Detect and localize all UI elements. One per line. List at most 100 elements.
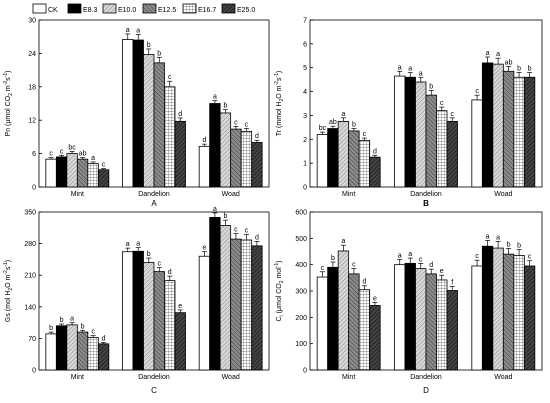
legend-label: E8.3 [83,7,98,14]
y-axis-title-part: ) [5,260,12,262]
category-label: Mint [71,191,84,198]
significance-label: b [352,122,356,129]
bar [513,76,525,188]
significance-label: b [429,83,433,90]
significance-label: b [517,65,521,72]
significance-label: ab [329,119,337,126]
bar [327,128,339,188]
y-axis-title-part: -1 [3,262,9,267]
significance-label: d [373,148,377,155]
significance-label: c [419,256,423,263]
bar [209,103,221,188]
bar-group-dandelion: a a bb c d [122,27,186,188]
significance-label: c [245,228,249,235]
significance-label: d [429,262,433,269]
significance-label: d [102,335,106,342]
significance-label: d [255,234,259,241]
y-tick-label: 18 [28,84,36,91]
significance-label: b [517,243,521,250]
y-tick-label: 140 [24,304,36,311]
category-label: Mint [342,374,355,381]
significance-label: b [49,325,53,332]
bar [369,305,381,371]
bar [523,76,536,188]
bar [492,63,504,188]
significance-label: b [507,241,511,248]
y-tick-label: 300 [295,289,307,296]
bar [394,75,406,188]
significance-label: a [213,94,217,101]
y-tick-label: 4 [303,89,307,96]
bar-group-woad: ca ab bc [471,233,536,371]
bar [492,247,504,371]
bar [132,39,144,188]
significance-label: c [60,148,64,155]
y-tick-label: 7 [303,18,307,25]
significance-label: a [398,252,402,259]
bar [502,70,515,188]
significance-label: ab [79,150,87,157]
y-axis-title-part: 2 [279,99,285,102]
y-axis-title-part: mol [276,267,283,281]
bar [481,62,494,188]
bar [240,239,253,371]
bar [481,245,494,371]
significance-label: c [245,122,249,129]
bar [436,110,448,188]
y-tick-label: 600 [295,210,307,217]
y-tick-label: 2 [303,137,307,144]
significance-label: b [223,213,227,220]
bar [230,238,242,371]
bar [164,86,176,188]
y-tick-label: 100 [295,341,307,348]
y-axis-title: Pn (μmol CO2 m-2s-1) [3,71,14,137]
y-axis-title-part: i [279,315,285,316]
bar [122,39,134,188]
bar [502,253,515,371]
significance-label: a [496,51,500,58]
bar [404,76,416,188]
y-tick-label: 280 [24,241,36,248]
bar [45,333,57,371]
category-label: Mint [71,374,84,381]
y-tick-label: 350 [24,210,36,217]
bar [316,276,329,371]
panel-label: B [423,199,429,208]
y-tick-label: 3 [303,113,307,120]
bar [425,94,437,188]
y-axis-title-part: mol CO [5,95,12,119]
y-tick-label: 30 [28,18,36,25]
y-axis-title: Ci (μmol CO2 mol-1) [274,260,285,321]
significance-label: e [178,303,182,310]
significance-label: b [528,65,532,72]
bar [76,331,89,371]
category-label: Woad [494,374,512,381]
y-axis-title-part: μ [5,120,12,124]
significance-label: d [362,279,366,286]
significance-label: c [49,150,53,157]
bar [153,271,165,371]
bar [219,225,232,371]
y-axis-title-part: 2 [279,280,285,283]
y-tick-label: 0 [303,368,307,375]
significance-label: a [213,206,217,213]
significance-label: a [419,70,423,77]
bar [348,130,360,188]
legend-label: E16.7 [198,7,216,14]
significance-label: c [528,254,532,261]
bar [87,163,99,188]
significance-label: a [408,65,412,72]
bar [337,120,350,188]
bar [446,290,458,371]
significance-label: c [158,261,162,268]
bar [97,343,110,371]
significance-label: b [157,50,161,57]
